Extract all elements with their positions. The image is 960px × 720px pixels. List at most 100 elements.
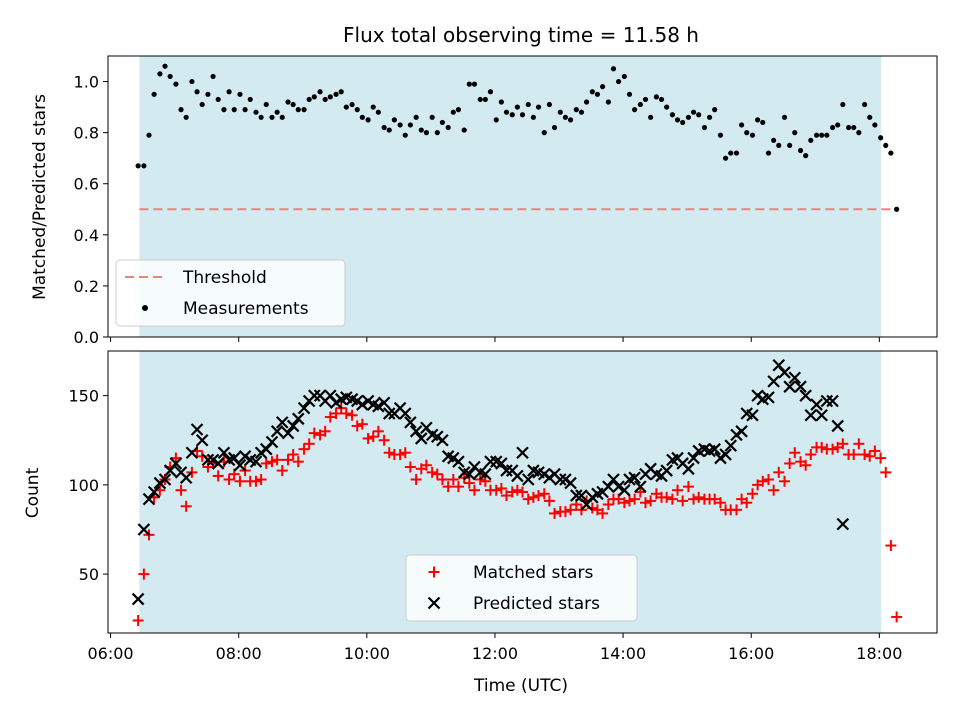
measurement-point [397, 122, 403, 128]
measurement-point [557, 109, 563, 115]
measurement-point [445, 124, 451, 131]
predicted-star-point [345, 392, 359, 406]
measurement-point [872, 122, 878, 128]
measurement-point [551, 124, 558, 131]
measurement-point [487, 89, 494, 95]
measurement-point [669, 112, 676, 118]
measurement-point [589, 89, 595, 95]
y-tick-label: 0.2 [74, 277, 99, 296]
predicted-star-point [783, 380, 796, 393]
measurement-point [407, 122, 413, 128]
y-tick-label: 0.8 [74, 124, 99, 143]
y-tick-label: 1.0 [74, 73, 99, 92]
measurement-point [803, 153, 809, 159]
measurement-point [888, 150, 894, 156]
measurement-point [621, 73, 627, 80]
predicted-star-point [142, 492, 156, 506]
x-tick-label: 12:00 [472, 644, 518, 663]
measurement-point [829, 124, 836, 131]
measurement-point [402, 132, 408, 138]
measurement-point [567, 117, 574, 123]
chart-title: Flux total observing time = 11.58 h [343, 23, 699, 47]
predicted-star-point [409, 425, 423, 438]
y-tick-label: 100 [68, 476, 99, 495]
predicted-star-point [740, 407, 754, 420]
bottom-legend-box [405, 554, 638, 622]
predicted-star-point [473, 466, 487, 479]
predicted-star-point [356, 398, 369, 411]
bottom-y-axis-label: Count [23, 467, 43, 518]
y-tick-label: 50 [79, 565, 99, 584]
predicted-star-point [500, 464, 513, 477]
measurement-point [317, 89, 323, 95]
measurement-point [247, 96, 253, 103]
measurement-point [813, 132, 820, 138]
measurement-point [658, 96, 665, 103]
predicted-star-point [511, 469, 524, 483]
top-y-ticks: 0.0 0.2 0.4 0.6 0.8 1.0 [74, 73, 108, 347]
measurement-point [466, 81, 472, 87]
measurement-point [253, 109, 259, 115]
measurement-point [760, 119, 766, 126]
predicted-star-point [698, 442, 711, 456]
x-tick-label: 06:00 [88, 644, 134, 663]
predicted-star-point [158, 473, 172, 486]
measurement-point [615, 78, 622, 85]
measurement-point [632, 107, 638, 113]
measurement-point [429, 114, 435, 120]
measurement-point [519, 112, 526, 118]
x-tick-label: 08:00 [216, 644, 262, 663]
y-tick-label: 0.6 [74, 175, 99, 194]
predicted-star-point [420, 421, 433, 435]
measurement-point [151, 91, 157, 97]
measurement-point [237, 91, 243, 97]
measurement-point [573, 107, 579, 113]
predicted-star-point [628, 471, 641, 484]
measurement-point [546, 101, 553, 108]
measurement-point [642, 96, 649, 103]
predicted-star-point [772, 359, 786, 372]
predicted-star-point [794, 380, 807, 393]
predicted-star-point [810, 398, 823, 411]
measurement-point [840, 101, 846, 108]
predicted-star-point [297, 401, 311, 415]
measurement-point [274, 109, 280, 115]
predicted-star-point [308, 389, 321, 402]
measurement-point [728, 150, 734, 156]
measurement-point [856, 130, 862, 136]
predicted-star-point [463, 467, 476, 481]
predicted-star-point [404, 416, 417, 429]
measurement-point [878, 135, 884, 141]
predicted-star-point [195, 433, 209, 447]
measurement-point [279, 114, 285, 120]
measurement-point [189, 78, 195, 85]
predicted-star-point [291, 412, 305, 426]
predicted-star-point [489, 455, 503, 468]
measurement-point [605, 99, 611, 105]
predicted-star-point [484, 455, 497, 468]
x-tick-label: 18:00 [856, 644, 902, 663]
top-panel: 0.0 0.2 0.4 0.6 0.8 1.0 Matched/Predicted sta… [30, 55, 938, 347]
predicted-star-point [564, 476, 577, 490]
bottom-panel: 50 100 150 06:00 08:00 10:00 12:00 14:00 16:00 1… [23, 350, 938, 696]
top-axes-frame [107, 55, 938, 338]
measurement-point [141, 163, 147, 169]
measurement-point [423, 130, 430, 136]
legend-threshold-label: Threshold [182, 268, 267, 288]
measurement-point [375, 109, 381, 115]
top-y-axis-label: Matched/Predicted stars [30, 94, 50, 300]
measurement-point [739, 122, 745, 128]
measurement-point [824, 132, 830, 138]
predicted-star-point [532, 466, 545, 479]
measurement-point [696, 112, 702, 118]
measurement-point [819, 132, 825, 138]
measurement-point [664, 104, 670, 110]
measurement-point [338, 89, 344, 95]
measurement-point [862, 101, 868, 108]
measurement-point [637, 101, 643, 108]
measurement-point [205, 91, 211, 97]
predicted-star-point [676, 457, 689, 470]
predicted-star-point [324, 389, 337, 402]
legend-predicted-marker [427, 596, 441, 610]
